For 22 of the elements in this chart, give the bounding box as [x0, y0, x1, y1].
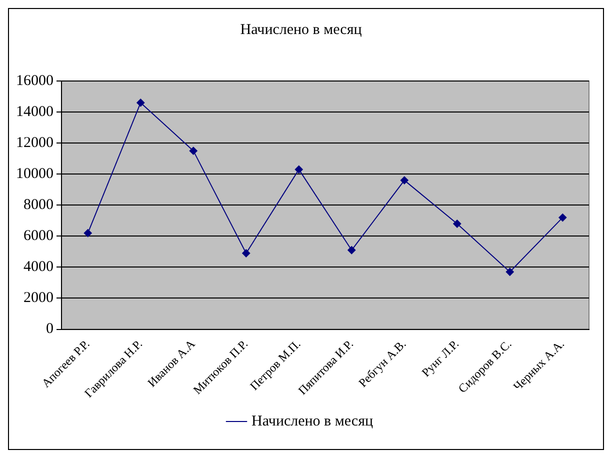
point	[453, 220, 462, 228]
point	[348, 246, 356, 254]
point	[558, 214, 567, 222]
y-tick-label: 8000	[24, 197, 54, 214]
legend-label: Начислено в месяц	[252, 413, 373, 430]
y-tick-label: 2000	[24, 290, 54, 306]
y-tick-label: 6000	[24, 228, 54, 244]
y-tick-label: 4000	[24, 259, 54, 276]
y-tick-label: 10000	[16, 166, 54, 182]
point	[506, 268, 514, 276]
point	[84, 229, 92, 238]
point	[400, 176, 408, 184]
chart-title: Начислено в месяц	[240, 22, 362, 38]
point	[242, 249, 250, 258]
point	[294, 165, 303, 174]
y-tick-label: 14000	[16, 104, 54, 120]
y-tick-label: 0	[46, 321, 54, 338]
y-tick-label: 16000	[16, 72, 54, 89]
point	[189, 146, 198, 155]
point	[136, 98, 145, 107]
x-tick-label: Рунг Л.Р.	[418, 336, 462, 380]
y-tick-label: 12000	[16, 135, 54, 152]
